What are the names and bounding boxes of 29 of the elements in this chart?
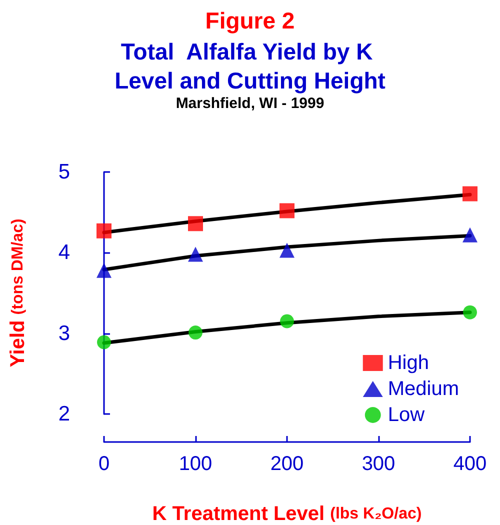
y-axis-title: Yield (tons DM/ac) (7, 218, 29, 368)
point (462, 227, 478, 242)
x-tick-label: 0 (98, 453, 110, 475)
point (280, 242, 294, 258)
x-tick-label: 300 (362, 453, 396, 475)
point (96, 262, 112, 278)
point (188, 216, 203, 232)
y-tick-label: 4 (58, 241, 70, 264)
y-tick-label: 5 (58, 160, 70, 184)
point (188, 326, 202, 340)
x-tick-label: 200 (270, 453, 304, 475)
chart-subtitle: Total Alfalfa Yield by K Level and Cutting Height (114, 38, 386, 94)
x-tick-label: 100 (178, 453, 212, 475)
point (188, 246, 203, 262)
point (280, 314, 294, 328)
y-tick-label: 3 (58, 322, 70, 345)
x-tick-label: 400 (453, 453, 487, 475)
point (463, 305, 477, 320)
text: Marshfield, WI - 1999 (176, 95, 324, 112)
y-tick-label: 2 (58, 402, 70, 426)
point (96, 223, 112, 238)
legend-label: High (388, 352, 430, 374)
point (280, 203, 294, 218)
chart-title: Figure 2 (205, 8, 295, 34)
legend-label: Medium (388, 378, 460, 400)
legend-label: Low (388, 404, 426, 426)
x-axis-title: K Treatment Level (lbs K₂O/ac) (152, 503, 422, 525)
point (462, 186, 478, 202)
point (97, 335, 111, 350)
